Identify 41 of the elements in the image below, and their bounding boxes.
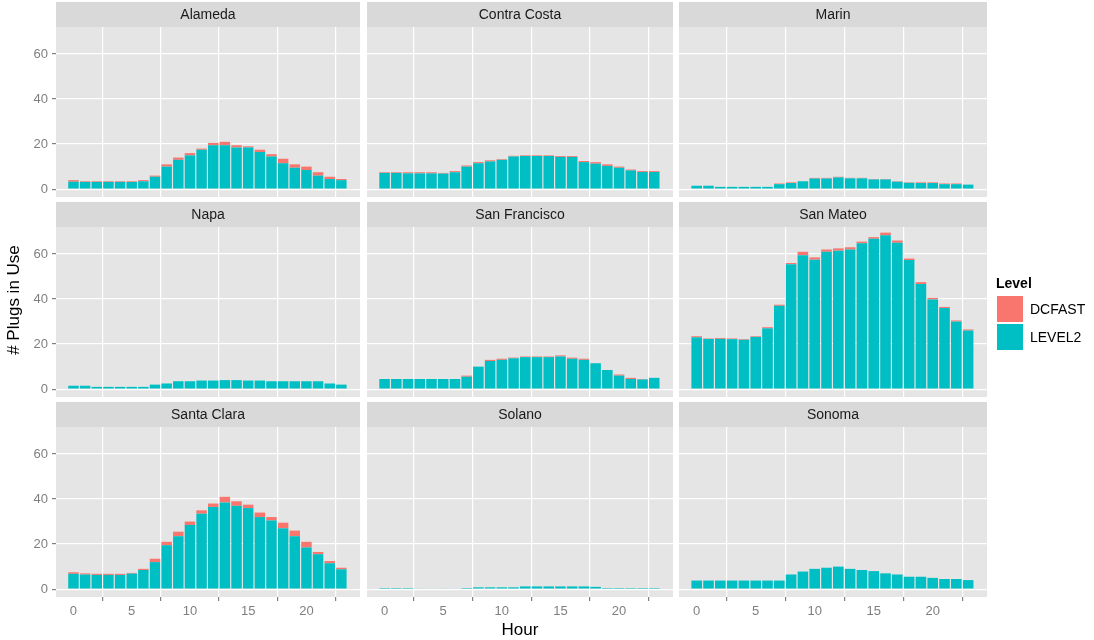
legend-label: LEVEL2 <box>1030 329 1082 345</box>
y-tick-label: 20 <box>33 335 48 351</box>
x-tick-label: 20 <box>925 603 940 619</box>
chart-title: San Mateo <box>679 202 987 227</box>
chart-title: Contra Costa <box>367 2 673 27</box>
x-axis-title: Hour <box>501 620 539 640</box>
y-tick-label: 60 <box>33 445 48 461</box>
y-tick-label: 0 <box>40 580 48 596</box>
y-tick-label: 20 <box>33 535 48 551</box>
x-tick-label: 20 <box>299 603 314 619</box>
x-tick-label: 20 <box>611 603 627 619</box>
y-tick-label: 60 <box>33 45 48 61</box>
x-tick-label: 0 <box>69 603 78 619</box>
x-tick-label: 10 <box>807 603 822 619</box>
y-tick-label: 40 <box>33 490 48 506</box>
x-tick-label: 15 <box>553 603 568 619</box>
x-tick-label: 0 <box>693 603 701 619</box>
x-tick-label: 5 <box>439 603 447 619</box>
x-tick-label: 5 <box>752 603 760 619</box>
chart-title: Napa <box>56 202 360 227</box>
y-tick-label: 40 <box>33 90 48 106</box>
chart-title: Solano <box>367 402 673 427</box>
y-tick-label: 40 <box>33 290 48 306</box>
x-tick-label: 15 <box>866 603 881 619</box>
chart-title: Marin <box>679 2 987 27</box>
chart-title: Alameda <box>56 2 360 27</box>
chart-title: Santa Clara <box>56 402 360 427</box>
legend-title: Level <box>996 275 1033 291</box>
x-tick-label: 15 <box>240 603 256 619</box>
y-tick-label: 20 <box>33 135 48 151</box>
legend-label: DCFAST <box>1030 301 1086 317</box>
y-tick-label: 0 <box>40 380 48 396</box>
x-tick-label: 10 <box>182 603 198 619</box>
y-axis-title: # Plugs in Use <box>3 245 24 355</box>
y-tick-label: 60 <box>33 245 48 261</box>
x-tick-label: 5 <box>128 603 136 619</box>
x-tick-label: 0 <box>380 603 389 619</box>
x-tick-label: 10 <box>494 603 510 619</box>
chart-title: Sonoma <box>679 402 987 427</box>
y-tick-label: 0 <box>40 180 48 196</box>
chart-title: San Francisco <box>367 202 673 227</box>
